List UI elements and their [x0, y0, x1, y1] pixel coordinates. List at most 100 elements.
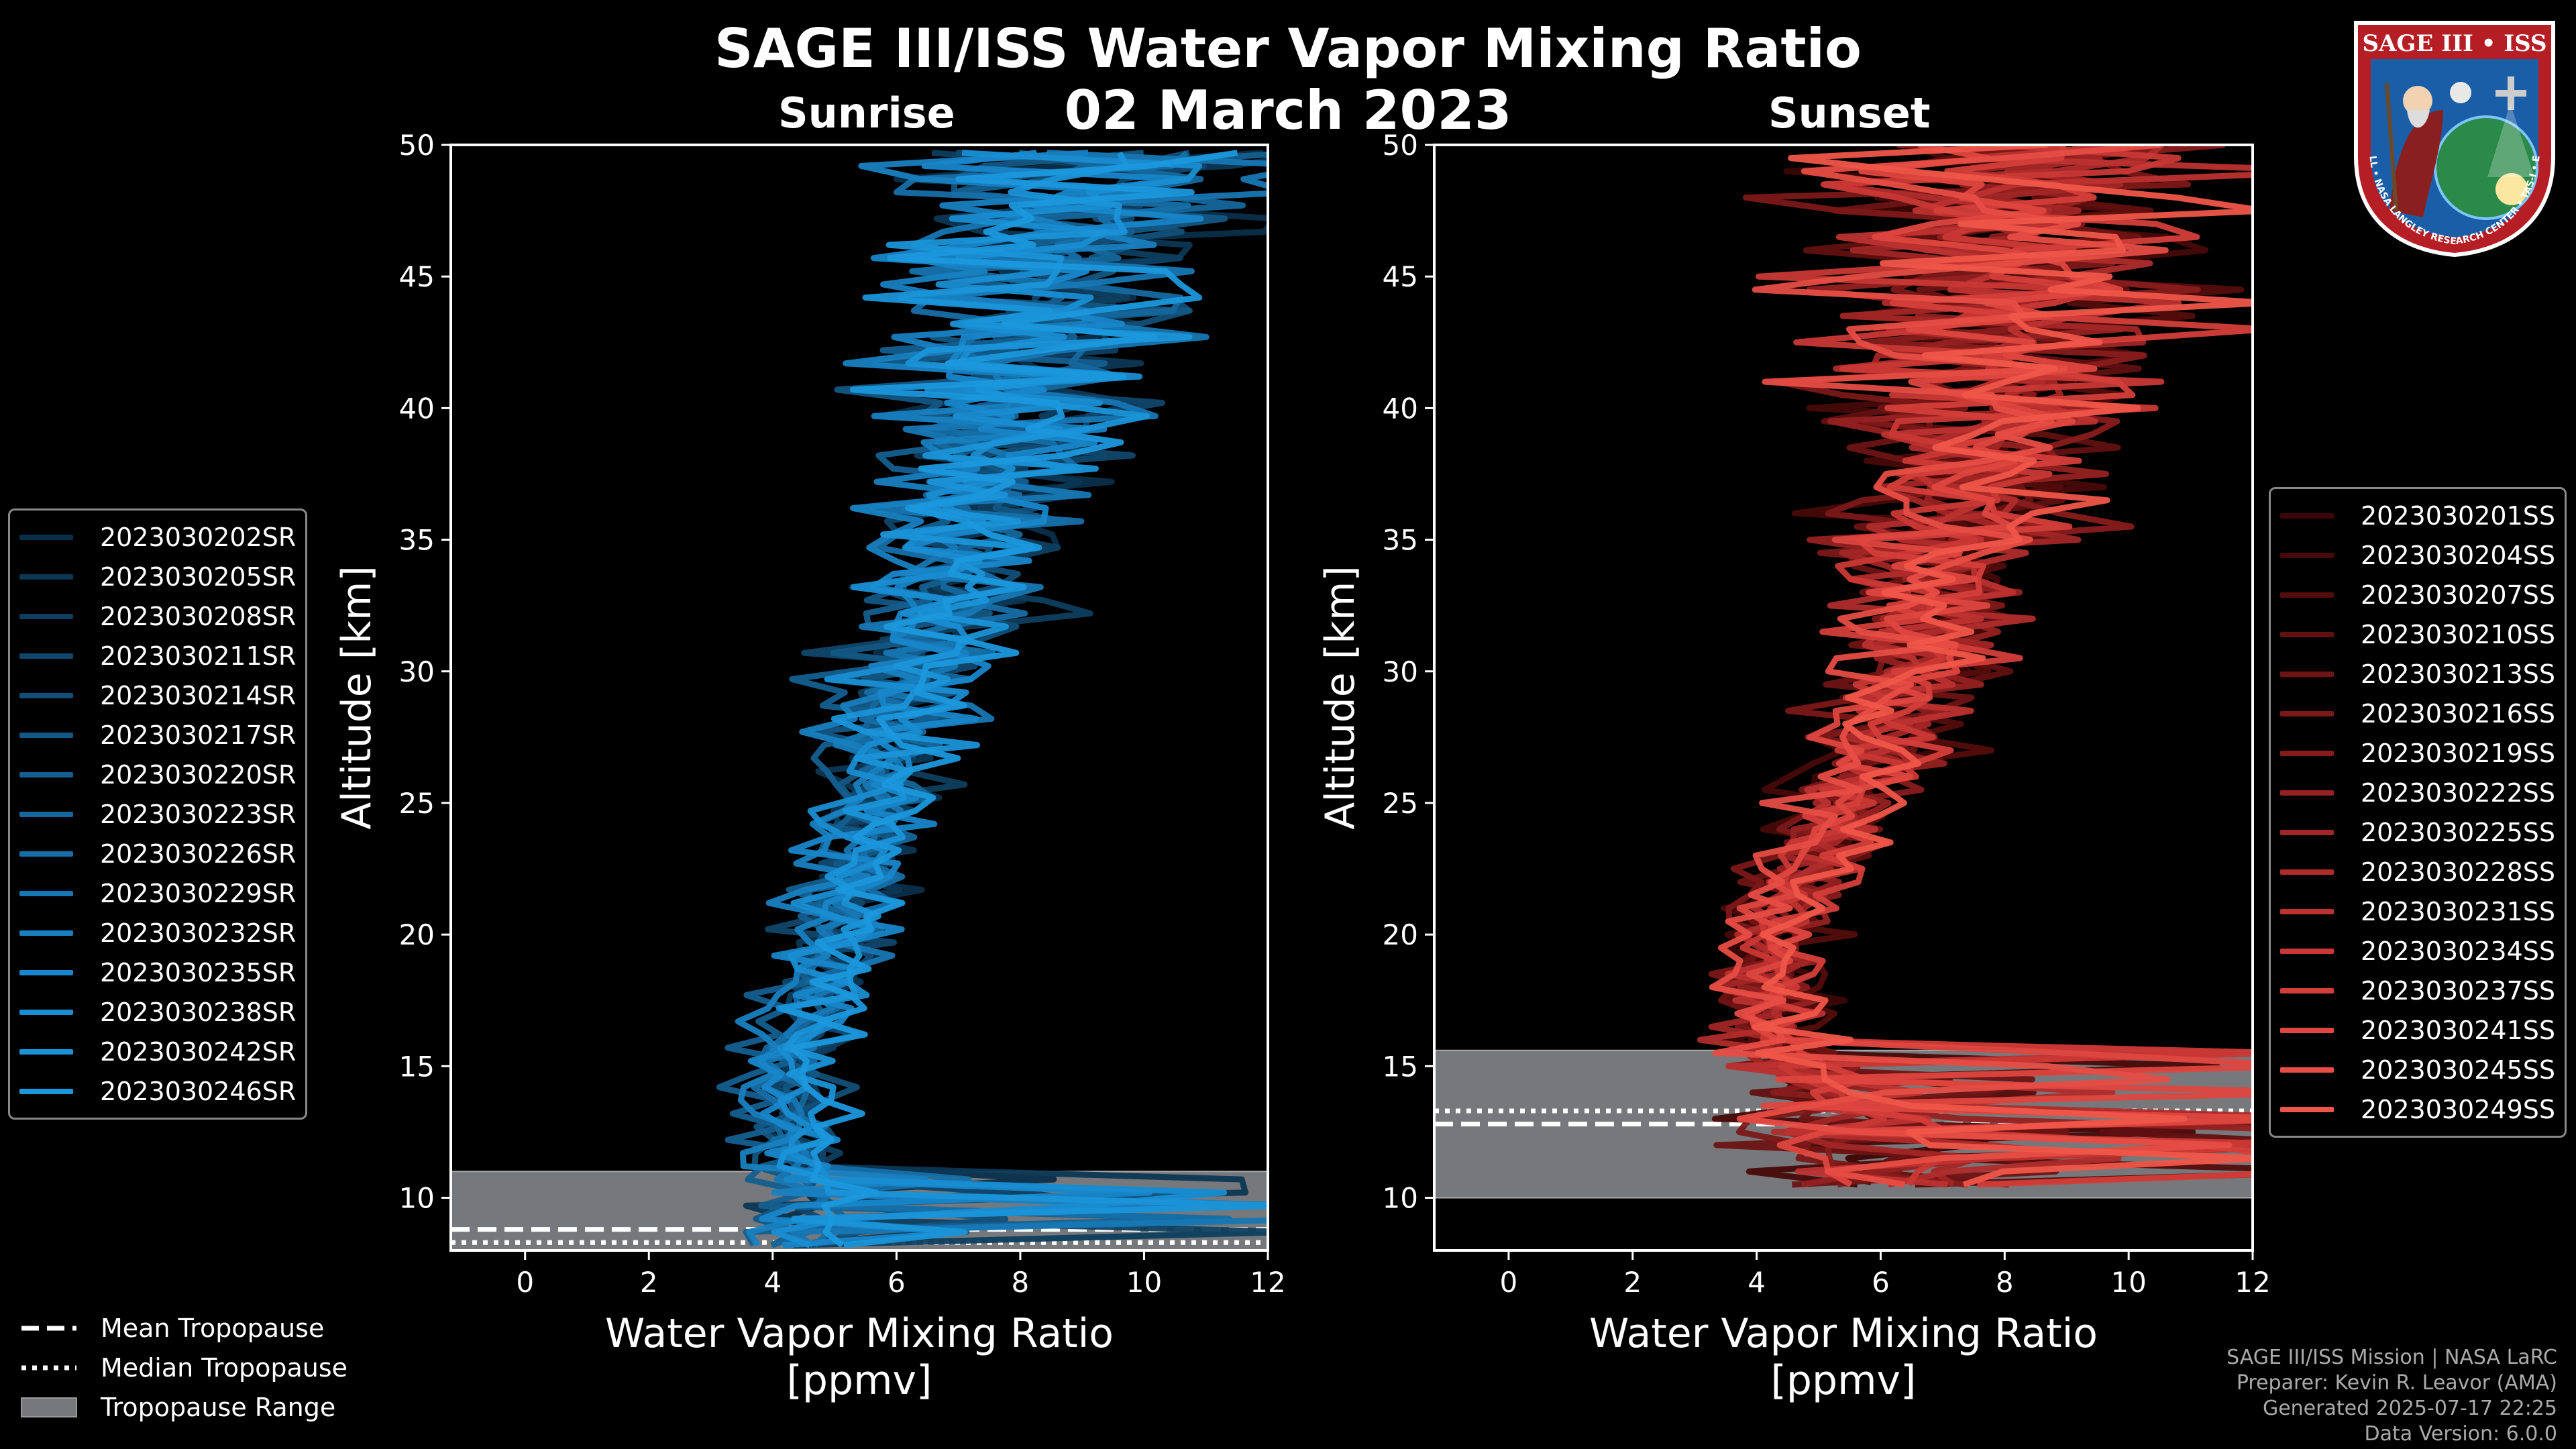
- legend-item: 2023030249SS: [2280, 1089, 2555, 1129]
- sunset-axes-frame: [1433, 144, 2254, 1252]
- legend-swatch: [2280, 790, 2334, 796]
- legend-label: 2023030242SR: [100, 1036, 297, 1067]
- profile-2023030245SS: [1709, 145, 2233, 1188]
- legend-swatch: [2280, 1027, 2334, 1033]
- sunrise-ytick-label: 15: [399, 1050, 435, 1083]
- logo-title: SAGE III • ISS: [2362, 30, 2546, 57]
- legend-item: 2023030235SR: [19, 953, 296, 992]
- legend-label: 2023030220SR: [100, 759, 297, 790]
- legend-swatch: [2280, 908, 2334, 914]
- legend-swatch: [19, 574, 73, 580]
- legend-swatch: [19, 692, 73, 698]
- legend-median-tropopause: Median Tropopause: [20, 1348, 347, 1387]
- legend-item: 2023030223SR: [19, 794, 296, 834]
- sunrise-xlabel-units: [ppmv]: [787, 1357, 932, 1404]
- legend-item: 2023030201SS: [2280, 496, 2555, 535]
- credits: SAGE III/ISS Mission | NASA LaRC Prepare…: [2226, 1345, 2557, 1447]
- legend-label: 2023030222SS: [2361, 777, 2556, 808]
- legend-item: 2023030217SR: [19, 715, 296, 755]
- sunrise-ytick-label: 20: [399, 918, 435, 951]
- legend-label: 2023030234SS: [2361, 936, 2556, 966]
- legend-swatch: [19, 930, 73, 936]
- legend-item: 2023030210SS: [2280, 614, 2555, 654]
- profile-2023030220SR: [716, 151, 1268, 1247]
- legend-item: 2023030204SS: [2280, 535, 2555, 575]
- legend-swatch: [2280, 1106, 2334, 1112]
- legend-item: 2023030234SS: [2280, 931, 2555, 971]
- sunset-xtick-label: 4: [1748, 1266, 1766, 1299]
- legend-swatch: [2280, 631, 2334, 637]
- sunrise-xtick-label: 12: [1250, 1266, 1285, 1299]
- sunset-ytick-label: 35: [1383, 524, 1418, 557]
- legend-swatch: [2280, 869, 2334, 875]
- sunset-xlabel-units: [ppmv]: [1771, 1357, 1917, 1404]
- legend-label: 2023030232SR: [100, 918, 297, 948]
- legend-label: 2023030245SS: [2361, 1055, 2556, 1085]
- legend-swatch: [2280, 710, 2334, 716]
- legend-label: 2023030201SS: [2361, 500, 2556, 531]
- credits-mission: SAGE III/ISS Mission | NASA LaRC: [2226, 1346, 2557, 1369]
- legend-swatch: [19, 811, 73, 817]
- legend-label: 2023030210SS: [2361, 619, 2556, 649]
- sunset-xtick-label: 8: [1996, 1266, 2014, 1299]
- legend-item: 2023030225SS: [2280, 812, 2555, 852]
- sunrise-xlabel: Water Vapor Mixing Ratio: [605, 1310, 1114, 1357]
- sunrise-ylabel: Altitude [km]: [333, 566, 380, 830]
- legend-item: 2023030229SR: [19, 873, 296, 913]
- legend-label: 2023030241SS: [2361, 1015, 2556, 1045]
- sunset-ytick-label: 20: [1383, 918, 1418, 951]
- sage-iii-iss-logo: SAGE III • ISS BALL • NASA LANGLEY RESEA…: [2343, 9, 2555, 258]
- legend-item: 2023030220SR: [19, 755, 296, 794]
- legend-median-label: Median Tropopause: [101, 1352, 347, 1383]
- sunrise-ytick-label: 50: [399, 129, 435, 162]
- sunset-ytick-label: 30: [1383, 655, 1418, 688]
- sunset-ytick-label: 10: [1383, 1182, 1418, 1215]
- legend-swatch: [19, 1088, 73, 1094]
- profile-2023030235SR: [747, 150, 1204, 1248]
- sunrise-xtick-label: 6: [888, 1266, 906, 1299]
- legend-swatch: [19, 1049, 73, 1055]
- legend-range-label: Tropopause Range: [101, 1392, 336, 1422]
- chart-title: SAGE III/ISS Water Vapor Mixing Ratio: [714, 17, 1862, 80]
- legend-item: 2023030231SS: [2280, 892, 2555, 931]
- sunrise-xtick-label: 4: [763, 1266, 782, 1299]
- legend-item: 2023030228SS: [2280, 852, 2555, 892]
- legend-item: 2023030226SR: [19, 834, 296, 873]
- profile-2023030249SS: [1752, 145, 2253, 1188]
- legend-swatch: [2280, 987, 2334, 994]
- legend-label: 2023030235SR: [100, 957, 297, 987]
- legend-swatch: [19, 534, 73, 540]
- sunrise-legend: 2023030202SR 2023030205SR 2023030208SR 2023…: [8, 508, 308, 1120]
- sunrise-xtick-label: 8: [1012, 1266, 1030, 1299]
- legend-swatch: [19, 653, 73, 659]
- legend-label: 2023030249SS: [2361, 1094, 2556, 1124]
- legend-mean-label: Mean Tropopause: [101, 1313, 325, 1343]
- legend-label: 2023030208SR: [100, 601, 297, 631]
- legend-label: 2023030246SR: [100, 1076, 297, 1106]
- legend-item: 2023030216SS: [2280, 694, 2555, 733]
- legend-swatch: [2280, 750, 2334, 756]
- legend-swatch: [19, 890, 73, 896]
- legend-label: 2023030202SR: [100, 522, 297, 552]
- sunrise-ytick-label: 35: [399, 524, 435, 557]
- legend-label: 2023030213SS: [2361, 659, 2556, 689]
- chart-date: 02 March 2023: [1064, 79, 1512, 142]
- legend-item: 2023030232SR: [19, 913, 296, 953]
- legend-item: 2023030245SS: [2280, 1050, 2555, 1089]
- legend-item: 2023030246SR: [19, 1071, 296, 1111]
- legend-item: 2023030241SS: [2280, 1010, 2555, 1050]
- legend-label: 2023030216SS: [2361, 698, 2556, 729]
- legend-swatch: [2280, 671, 2334, 677]
- sunset-ytick-label: 15: [1383, 1050, 1418, 1083]
- legend-item: 2023030208SR: [19, 596, 296, 636]
- legend-item: 2023030214SR: [19, 676, 296, 715]
- legend-label: 2023030207SS: [2361, 580, 2556, 610]
- legend-swatch: [19, 732, 73, 738]
- sunrise-axes-frame: [449, 144, 1269, 1252]
- legend-swatch: [19, 969, 73, 975]
- legend-swatch: [2280, 552, 2334, 558]
- sunset-xtick-label: 0: [1500, 1266, 1518, 1299]
- legend-item: 2023030238SR: [19, 992, 296, 1032]
- sunset-xtick-label: 10: [2110, 1266, 2146, 1299]
- legend-label: 2023030225SS: [2361, 817, 2556, 847]
